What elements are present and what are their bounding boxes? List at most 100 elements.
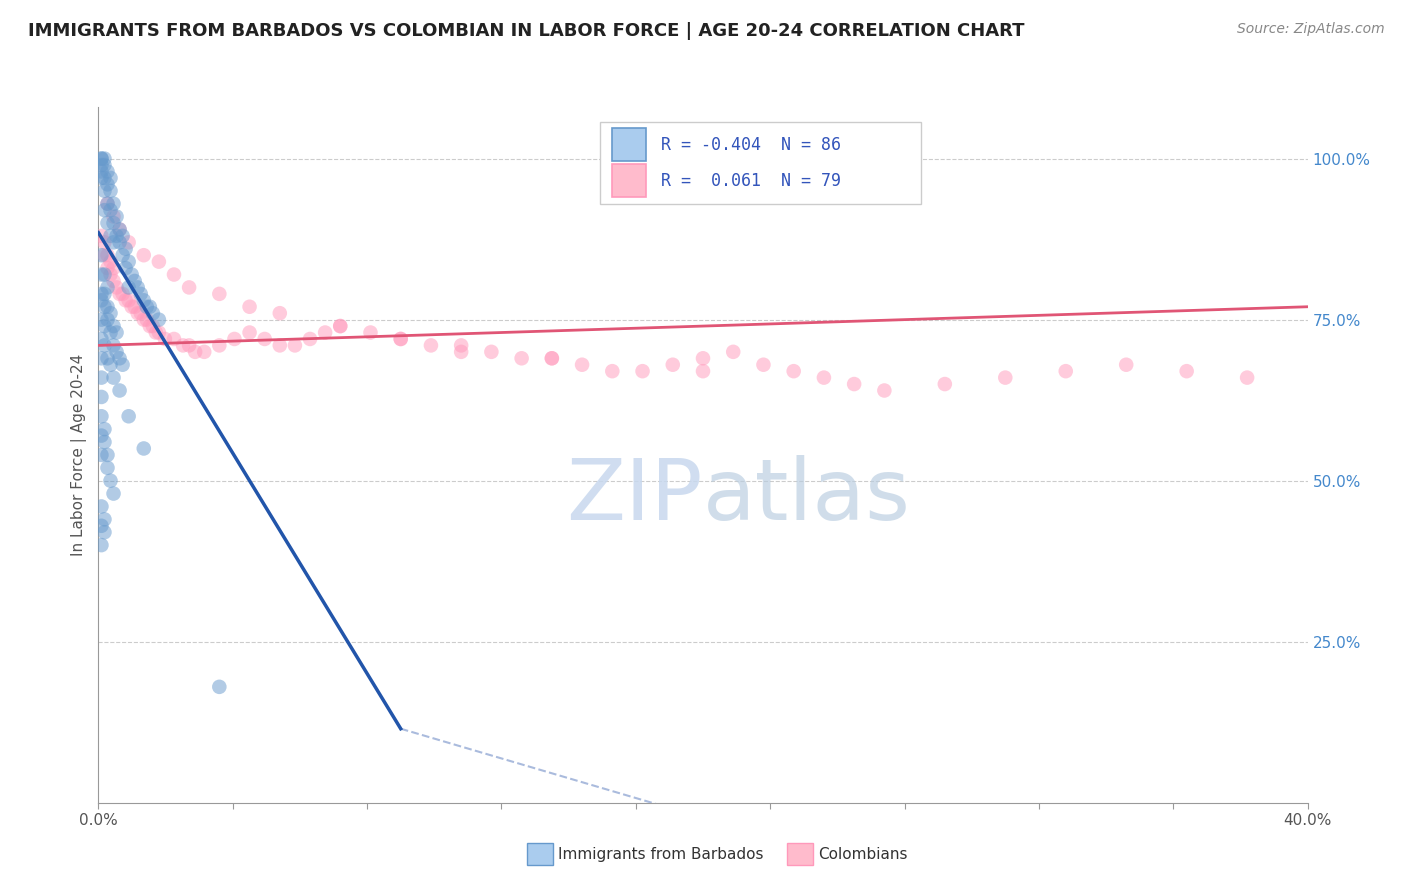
- Point: [90, 332, 112, 346]
- Point: [145, 326, 167, 340]
- Text: R =  0.061  N = 79: R = 0.061 N = 79: [661, 172, 841, 190]
- Point: [90, 152, 112, 166]
- Point: [172, 338, 194, 352]
- Point: [100, 358, 122, 372]
- Point: [103, 319, 125, 334]
- Point: [692, 351, 714, 366]
- Point: [540, 351, 562, 366]
- Point: [105, 228, 128, 243]
- Point: [208, 680, 231, 694]
- Point: [105, 210, 128, 224]
- Point: [360, 326, 382, 340]
- Point: [934, 377, 956, 392]
- Point: [135, 312, 157, 326]
- Point: [93, 268, 115, 282]
- Point: [124, 300, 146, 314]
- Point: [208, 286, 231, 301]
- Point: [114, 261, 136, 276]
- Point: [224, 332, 246, 346]
- Point: [103, 216, 125, 230]
- Point: [662, 358, 685, 372]
- Point: [100, 474, 122, 488]
- Point: [450, 344, 472, 359]
- Point: [90, 428, 112, 442]
- Point: [90, 448, 112, 462]
- Y-axis label: In Labor Force | Age 20-24: In Labor Force | Age 20-24: [72, 354, 87, 556]
- Point: [100, 203, 122, 218]
- Point: [103, 370, 125, 384]
- Point: [121, 300, 143, 314]
- Point: [96, 164, 118, 178]
- Point: [111, 248, 134, 262]
- Point: [90, 158, 112, 172]
- Point: [142, 306, 165, 320]
- Point: [139, 319, 162, 334]
- Point: [163, 332, 186, 346]
- Point: [571, 358, 593, 372]
- Point: [1115, 358, 1137, 372]
- Point: [108, 286, 131, 301]
- Point: [100, 184, 122, 198]
- Point: [129, 286, 152, 301]
- Point: [510, 351, 533, 366]
- Point: [100, 268, 122, 282]
- Point: [108, 384, 131, 398]
- Point: [90, 293, 112, 308]
- Point: [752, 358, 775, 372]
- Point: [90, 248, 112, 262]
- Point: [96, 312, 118, 326]
- Point: [93, 235, 115, 250]
- Point: [111, 228, 134, 243]
- Text: R = -0.404  N = 86: R = -0.404 N = 86: [661, 136, 841, 153]
- Point: [132, 293, 155, 308]
- Point: [100, 326, 122, 340]
- Point: [90, 518, 112, 533]
- Point: [96, 216, 118, 230]
- Point: [631, 364, 654, 378]
- Point: [103, 274, 125, 288]
- Point: [90, 164, 112, 178]
- Point: [108, 351, 131, 366]
- Point: [114, 242, 136, 256]
- Point: [208, 338, 231, 352]
- Point: [103, 486, 125, 500]
- Point: [314, 326, 336, 340]
- Point: [96, 448, 118, 462]
- Point: [90, 538, 112, 552]
- Point: [420, 338, 443, 352]
- Point: [90, 370, 112, 384]
- Point: [179, 280, 201, 294]
- Text: IMMIGRANTS FROM BARBADOS VS COLOMBIAN IN LABOR FORCE | AGE 20-24 CORRELATION CHA: IMMIGRANTS FROM BARBADOS VS COLOMBIAN IN…: [28, 22, 1025, 40]
- Point: [103, 235, 125, 250]
- Point: [1175, 364, 1198, 378]
- Point: [93, 525, 115, 540]
- Point: [111, 286, 134, 301]
- Point: [90, 286, 112, 301]
- Point: [103, 338, 125, 352]
- Point: [90, 351, 112, 366]
- Point: [127, 306, 149, 320]
- Point: [239, 300, 262, 314]
- Point: [139, 300, 162, 314]
- Point: [135, 300, 157, 314]
- Point: [269, 338, 291, 352]
- Text: Colombians: Colombians: [818, 847, 908, 862]
- Point: [93, 152, 115, 166]
- Point: [96, 178, 118, 192]
- Point: [118, 409, 141, 424]
- Point: [90, 312, 112, 326]
- Point: [142, 319, 165, 334]
- Point: [148, 326, 170, 340]
- Point: [114, 293, 136, 308]
- Point: [148, 312, 170, 326]
- Point: [844, 377, 866, 392]
- Point: [269, 306, 291, 320]
- Point: [813, 370, 835, 384]
- Point: [96, 196, 118, 211]
- Point: [153, 332, 176, 346]
- Point: [100, 170, 122, 185]
- Point: [93, 184, 115, 198]
- Point: [93, 170, 115, 185]
- Point: [1054, 364, 1077, 378]
- Point: [1236, 370, 1258, 384]
